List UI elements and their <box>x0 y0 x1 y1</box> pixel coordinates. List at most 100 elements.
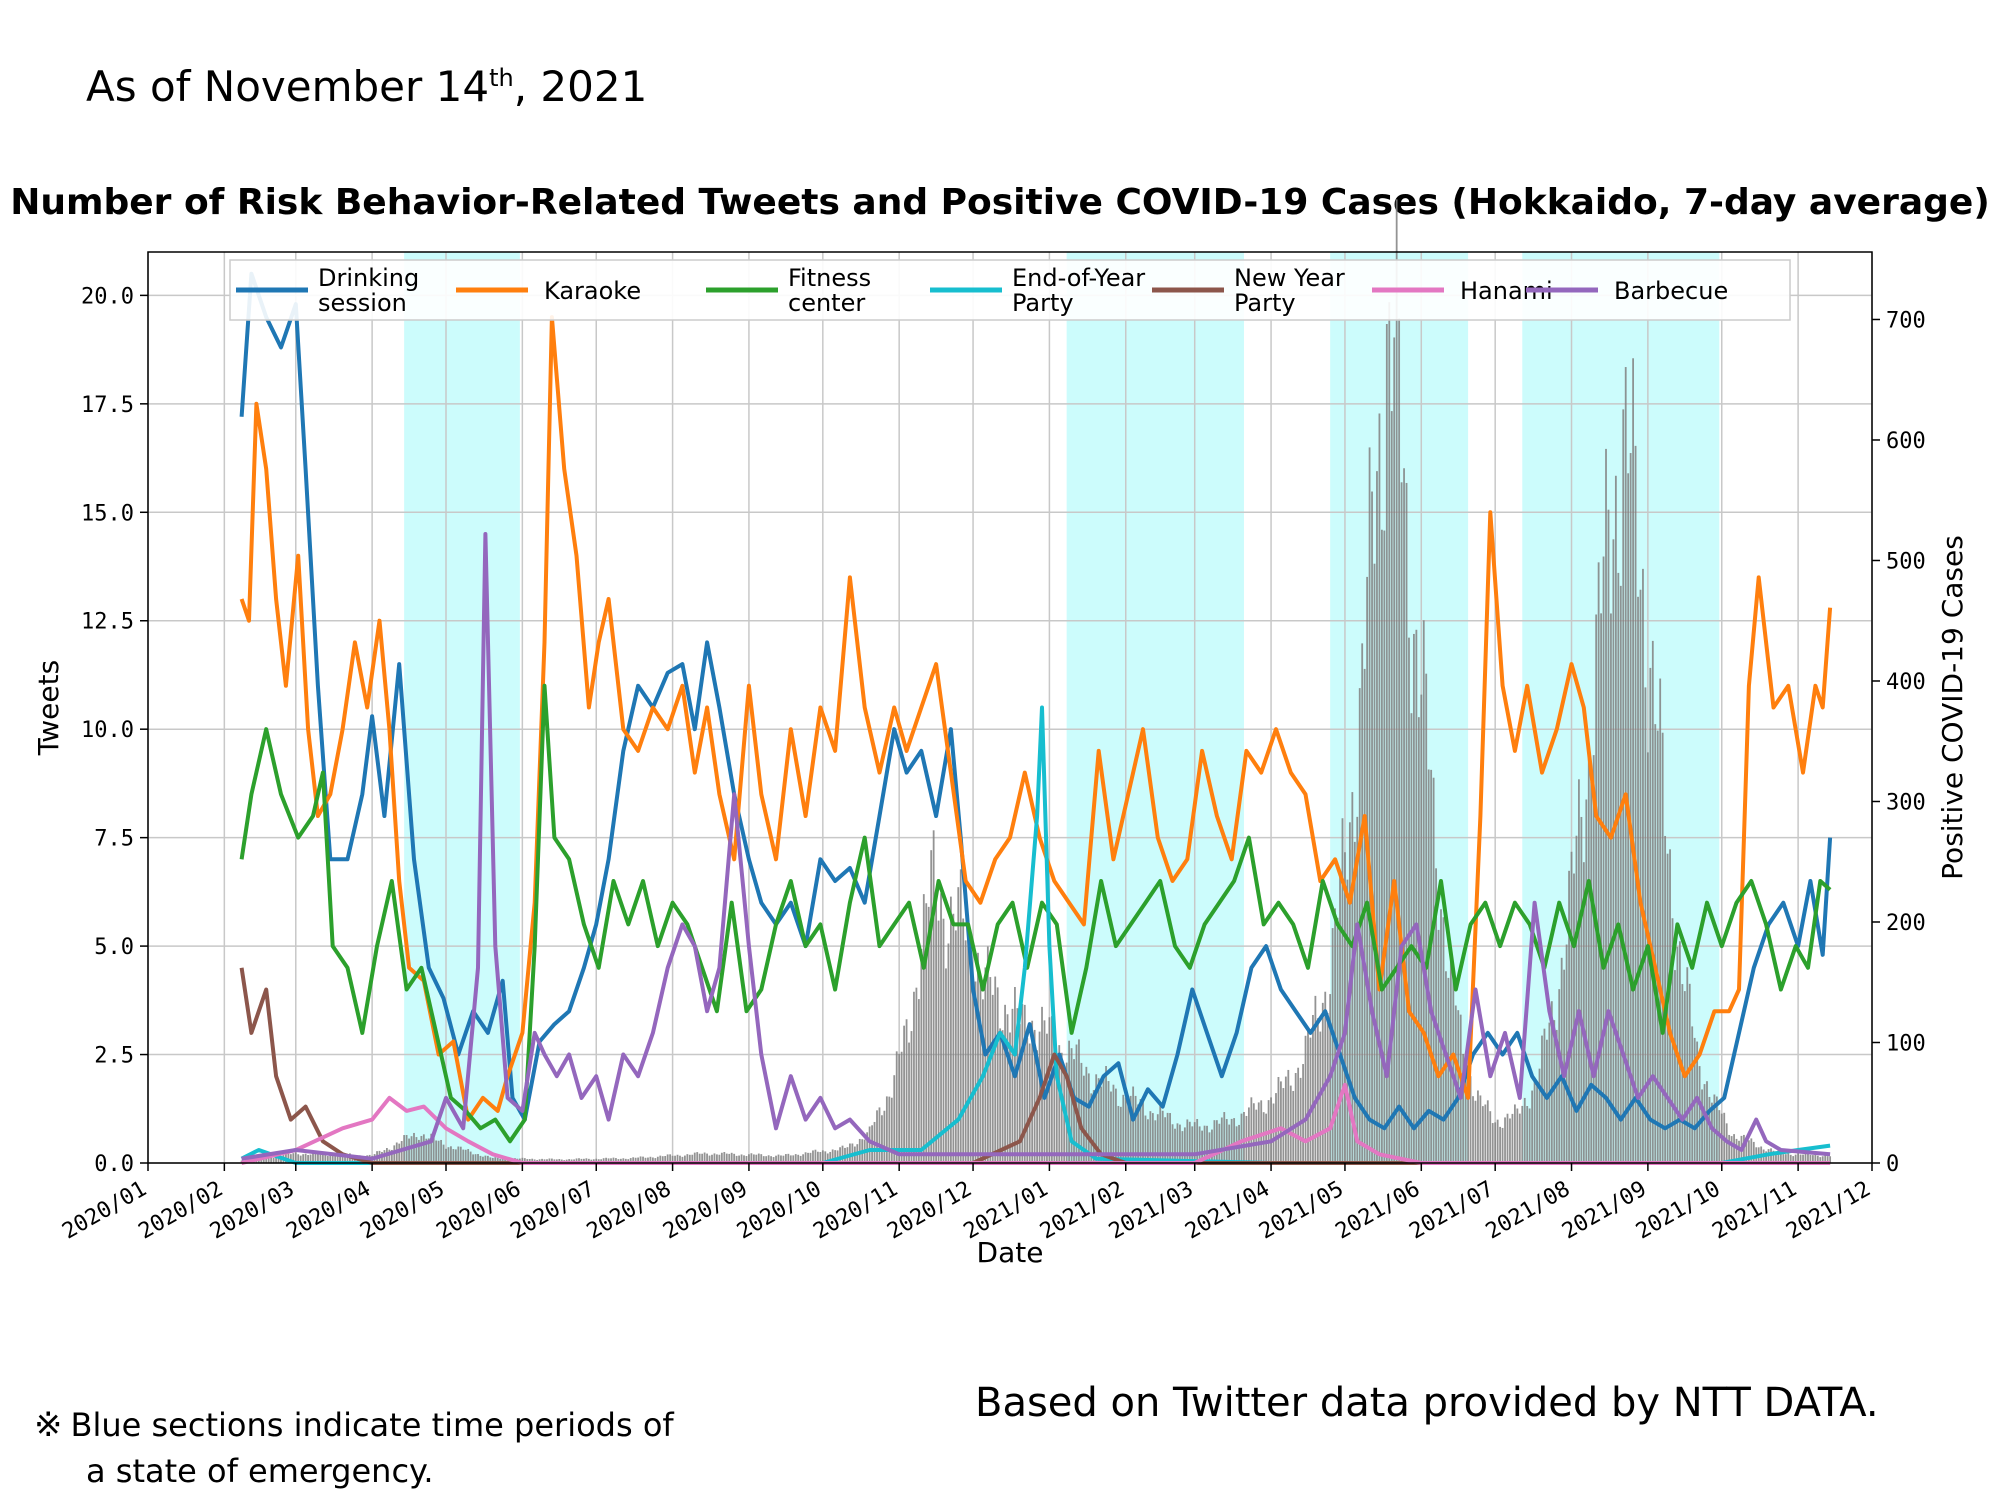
cases-bar <box>996 987 999 1163</box>
cases-bar <box>489 1157 492 1163</box>
cases-bar <box>1139 1099 1142 1163</box>
cases-bar <box>1183 1127 1186 1163</box>
y2-tick-label: 400 <box>1886 670 1926 695</box>
cases-bar <box>964 940 967 1163</box>
y-tick-label: 7.5 <box>94 827 134 852</box>
cases-bar <box>664 1156 667 1163</box>
cases-bar <box>644 1157 647 1163</box>
cases-bar <box>681 1156 684 1163</box>
cases-bar <box>1243 1111 1245 1163</box>
cases-bar <box>935 897 938 1163</box>
cases-bar <box>622 1158 625 1163</box>
cases-bar <box>743 1155 745 1163</box>
cases-bar <box>720 1152 723 1163</box>
cases-bar <box>836 1150 839 1163</box>
cases-bar <box>1715 1096 1718 1163</box>
cases-bar <box>1169 1113 1171 1163</box>
cases-bar <box>432 1135 435 1163</box>
cases-bar <box>1314 995 1317 1163</box>
cases-bar <box>1479 1095 1482 1163</box>
cases-bar <box>1779 1151 1782 1163</box>
cases-bar <box>1090 1093 1093 1163</box>
cases-bar <box>1122 1094 1125 1163</box>
cases-bar <box>723 1152 726 1163</box>
legend-label-fitness-line2: center <box>788 289 865 317</box>
cases-bar <box>1587 743 1590 1163</box>
cases-bar <box>1100 1086 1103 1163</box>
cases-bar <box>440 1139 442 1163</box>
cases-bar <box>1600 613 1602 1163</box>
cases-bar <box>1250 1097 1253 1163</box>
x-tick-label: 2020/06 <box>433 1177 526 1245</box>
cases-bar <box>1629 453 1632 1163</box>
cases-bar <box>1590 781 1593 1163</box>
cases-bar <box>1819 1157 1822 1163</box>
cases-bar <box>748 1154 750 1163</box>
cases-bar <box>1711 1102 1713 1163</box>
note-line-1: Blue sections indicate time periods of <box>70 1406 674 1444</box>
cases-bar <box>1046 1033 1048 1163</box>
cases-bar <box>999 1028 1002 1163</box>
x-tick-label: 2020/12 <box>883 1177 976 1245</box>
cases-bar <box>775 1155 777 1163</box>
x-tick-label: 2021/01 <box>960 1177 1053 1245</box>
cases-bar <box>398 1143 401 1163</box>
cases-bar <box>895 1051 898 1163</box>
cases-bar <box>991 994 994 1163</box>
cases-bar <box>1605 448 1607 1163</box>
cases-bar <box>1316 1018 1319 1163</box>
cases-bar <box>605 1157 607 1163</box>
cases-bar <box>610 1158 612 1163</box>
cases-bar <box>1496 1119 1499 1163</box>
cases-bar <box>1661 732 1664 1163</box>
cases-bar <box>469 1151 472 1163</box>
x-tick-label: 2020/08 <box>583 1177 676 1245</box>
cases-bar <box>1262 1112 1265 1163</box>
cases-bar <box>642 1156 644 1163</box>
cases-bar <box>262 1157 265 1163</box>
cases-bar <box>1686 967 1689 1163</box>
cases-bar <box>1097 1078 1100 1163</box>
cases-bar <box>954 930 957 1163</box>
cases-bar <box>1336 917 1339 1163</box>
cases-bar <box>1282 1088 1285 1163</box>
cases-bar <box>1597 562 1600 1163</box>
as-of-date-suffix-th: th <box>489 64 514 92</box>
cases-bar <box>1201 1130 1204 1163</box>
cases-bar <box>1188 1121 1191 1163</box>
cases-bar <box>676 1154 679 1163</box>
cases-bar <box>1073 1059 1075 1163</box>
cases-bar <box>486 1155 489 1163</box>
cases-bar <box>1486 1100 1489 1163</box>
cases-bar <box>445 1148 447 1163</box>
y-tick-label: 12.5 <box>81 610 134 635</box>
cases-bar <box>1814 1154 1817 1163</box>
cases-bar <box>1004 1004 1006 1163</box>
cases-bar <box>1642 568 1644 1163</box>
cases-bar <box>551 1158 553 1163</box>
cases-bar <box>504 1158 507 1163</box>
cases-bar <box>1733 1134 1735 1163</box>
x-tick-label: 2021/10 <box>1632 1177 1725 1245</box>
cases-bar <box>1809 1154 1812 1163</box>
cases-bar <box>814 1149 817 1163</box>
y2-tick-label: 300 <box>1886 790 1926 815</box>
cases-bar <box>329 1155 332 1163</box>
cases-bar <box>1105 1066 1107 1163</box>
cases-bar <box>1516 1108 1519 1163</box>
cases-bar <box>437 1140 440 1163</box>
cases-bar <box>1570 851 1573 1163</box>
cases-bar <box>772 1157 775 1163</box>
cases-bar <box>733 1153 736 1163</box>
cases-bar <box>711 1154 713 1163</box>
cases-bar <box>1277 1076 1280 1163</box>
cases-bar <box>917 999 920 1163</box>
x-tick-label: 2021/08 <box>1482 1177 1575 1245</box>
y-tick-label: 0.0 <box>94 1152 134 1177</box>
cases-bar <box>1555 1029 1558 1163</box>
cases-bar <box>1575 835 1578 1163</box>
cases-bar <box>1775 1151 1777 1163</box>
cases-bar <box>969 933 972 1163</box>
cases-bar <box>903 1025 905 1163</box>
cases-bar <box>427 1138 430 1163</box>
